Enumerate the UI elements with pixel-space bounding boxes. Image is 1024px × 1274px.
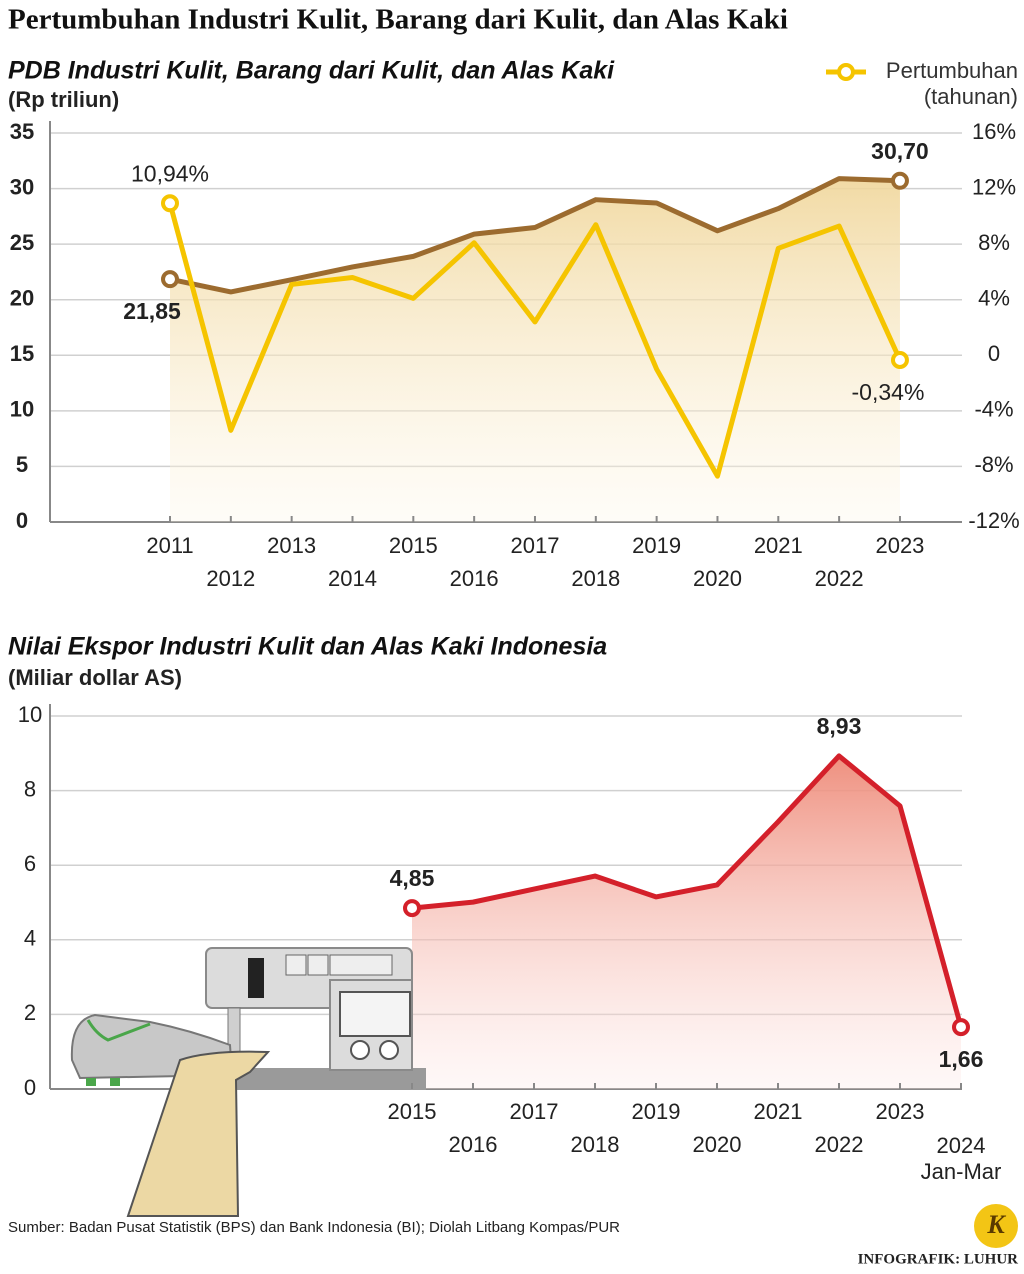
x-tick-label: 2023 bbox=[876, 1099, 925, 1124]
y-tick-label: 10 bbox=[18, 702, 42, 727]
y-tick-label: 6 bbox=[24, 851, 36, 876]
x-tick-label: 2022 bbox=[815, 566, 864, 591]
x-tick-label: 2015 bbox=[388, 1099, 437, 1124]
y-tick-label: 15 bbox=[10, 341, 34, 366]
y2-tick-label: 4% bbox=[978, 286, 1010, 311]
machine-knob bbox=[379, 1040, 399, 1060]
x-tick-label: 2021 bbox=[754, 533, 803, 558]
machine-base bbox=[236, 1068, 426, 1090]
value-label: 8,93 bbox=[817, 713, 862, 739]
y2-tick-label: 8% bbox=[978, 230, 1010, 255]
chart-title: Nilai Ekspor Industri Kulit dan Alas Kak… bbox=[8, 633, 607, 661]
y-axis-label: (Miliar dollar AS) bbox=[8, 665, 182, 690]
x-tick-label: 2024 Jan-Mar bbox=[920, 1133, 1002, 1184]
x-tick-label: 2018 bbox=[571, 566, 620, 591]
y-tick-label: 30 bbox=[10, 174, 34, 199]
y2-tick-label: 12% bbox=[972, 174, 1016, 199]
machine-screen bbox=[339, 991, 411, 1037]
machine-knob bbox=[350, 1040, 370, 1060]
logo: K bbox=[986, 1210, 1006, 1239]
y2-tick-label: 16% bbox=[972, 119, 1016, 144]
endpoint-marker bbox=[161, 270, 179, 289]
machine-button bbox=[329, 954, 393, 976]
y-tick-label: 10 bbox=[10, 397, 34, 422]
legend-label: Pertumbuhan (tahunan) bbox=[885, 58, 1018, 109]
endpoint-marker bbox=[403, 899, 421, 918]
x-tick-label: 2016 bbox=[450, 566, 499, 591]
x-tick-label: 2020 bbox=[693, 566, 742, 591]
endpoint-marker bbox=[890, 171, 909, 190]
y-tick-label: 25 bbox=[10, 230, 34, 255]
x-tick-label: 2013 bbox=[267, 533, 316, 558]
y2-tick-label: -4% bbox=[974, 397, 1013, 422]
y-tick-label: 0 bbox=[24, 1075, 36, 1100]
value-label: -0,34% bbox=[852, 379, 925, 405]
x-tick-label: 2011 bbox=[146, 533, 193, 558]
y-tick-label: 8 bbox=[24, 776, 36, 801]
x-tick-label: 2017 bbox=[510, 1099, 559, 1124]
shoe-stud bbox=[110, 1078, 120, 1086]
chart-title: PDB Industri Kulit, Barang dari Kulit, d… bbox=[8, 57, 615, 85]
source-note: Sumber: Badan Pusat Statistik (BPS) dan … bbox=[8, 1219, 620, 1236]
y2-tick-label: -12% bbox=[968, 508, 1019, 533]
value-label: 21,85 bbox=[123, 298, 181, 324]
hand bbox=[126, 1050, 271, 1217]
logo-badge bbox=[974, 1204, 1018, 1248]
x-tick-label: 2023 bbox=[875, 533, 924, 558]
endpoint-marker bbox=[952, 1018, 970, 1037]
x-tick-label: 2015 bbox=[389, 533, 438, 558]
x-tick-label: 2020 bbox=[693, 1132, 742, 1157]
credit: INFOGRAFIK: LUHUR bbox=[858, 1251, 1019, 1267]
x-tick-label: 2017 bbox=[511, 533, 560, 558]
area bbox=[170, 178, 900, 522]
shoe-stripe bbox=[86, 1019, 151, 1042]
endpoint-marker bbox=[890, 351, 909, 370]
x-tick-label: 2022 bbox=[815, 1132, 864, 1157]
x-tick-label: 2021 bbox=[754, 1099, 803, 1124]
x-tick-label: 2014 bbox=[328, 566, 377, 591]
y-tick-label: 35 bbox=[10, 119, 34, 144]
x-tick-label: 2012 bbox=[206, 566, 255, 591]
line bbox=[411, 753, 964, 1028]
main-title: Pertumbuhan Industri Kulit, Barang dari … bbox=[8, 4, 788, 36]
shoe-stud bbox=[86, 1078, 96, 1086]
value-label: 4,85 bbox=[390, 865, 435, 891]
line bbox=[167, 202, 903, 479]
x-tick-label: 2019 bbox=[632, 1099, 681, 1124]
machine-dial bbox=[248, 958, 264, 998]
y-tick-label: 20 bbox=[10, 286, 34, 311]
y2-tick-label: -8% bbox=[974, 452, 1013, 477]
y-tick-label: 0 bbox=[16, 508, 28, 533]
illustration bbox=[70, 947, 426, 1217]
line bbox=[169, 176, 901, 295]
y2-tick-label: 0 bbox=[988, 341, 1000, 366]
value-label: 10,94% bbox=[131, 160, 209, 186]
y-tick-label: 5 bbox=[16, 452, 28, 477]
value-label: 1,66 bbox=[939, 1046, 984, 1072]
x-tick-label: 2018 bbox=[571, 1132, 620, 1157]
y-axis-label: (Rp triliun) bbox=[8, 87, 119, 112]
y-tick-label: 4 bbox=[24, 926, 36, 951]
value-label: 30,70 bbox=[871, 138, 929, 164]
y-tick-label: 2 bbox=[24, 1000, 36, 1025]
x-tick-label: 2019 bbox=[632, 533, 681, 558]
x-tick-label: 2016 bbox=[449, 1132, 498, 1157]
legend-marker bbox=[837, 63, 855, 81]
machine-button bbox=[285, 954, 307, 976]
area bbox=[412, 755, 961, 1089]
endpoint-marker bbox=[161, 194, 179, 213]
machine-button bbox=[307, 954, 329, 976]
